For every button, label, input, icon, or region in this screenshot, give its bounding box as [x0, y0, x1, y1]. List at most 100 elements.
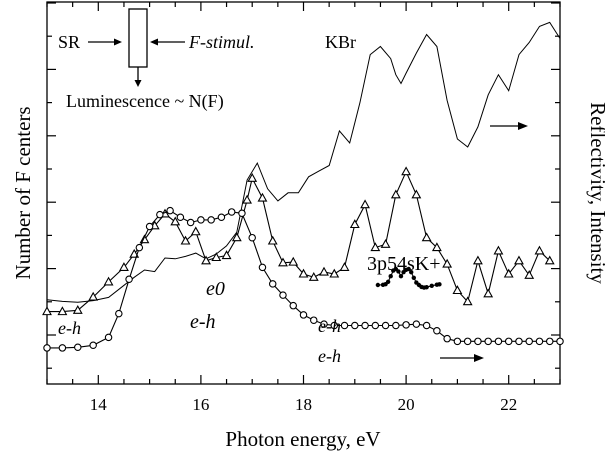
data-point-dot [409, 270, 414, 275]
e-h-label-inset-2: e-h [318, 346, 341, 366]
data-point-triangle [339, 262, 350, 271]
data-point-circle [238, 209, 246, 218]
x-tick-label: 18 [295, 395, 312, 414]
data-point-triangle [514, 255, 524, 265]
data-point-triangle [329, 268, 340, 278]
data-point-circle [504, 337, 513, 346]
data-point-circle [556, 337, 564, 346]
data-point-circle [361, 321, 369, 330]
data-point-triangle [288, 256, 299, 266]
data-point-circle [145, 222, 154, 231]
stimul-arrowhead [150, 38, 158, 46]
series-line [47, 209, 560, 349]
data-point-circle [258, 263, 267, 272]
x-tick-label: 14 [90, 395, 108, 414]
data-point-triangle [370, 242, 381, 252]
x-axis-tick-labels: 14 16 18 20 22 [90, 395, 517, 414]
data-point-triangle [462, 296, 473, 306]
data-point-circle [351, 321, 359, 330]
exciton-label: 3p54sK+ [367, 253, 441, 275]
schematic: SR F-stimul. Luminescence ~ N(F) [58, 8, 255, 112]
data-point-circle [227, 208, 236, 216]
x-tick-label: 20 [398, 395, 415, 414]
data-point-triangle [524, 269, 535, 279]
data-point-triangle [119, 262, 129, 271]
data-point-circle [494, 337, 503, 346]
data-point-circle [330, 321, 339, 330]
data-point-triangle [221, 250, 232, 260]
data-point-circle [443, 334, 451, 343]
series-layer [42, 21, 564, 352]
data-point-triangle [360, 199, 370, 209]
data-point-circle [433, 327, 441, 335]
data-point-triangle [503, 268, 514, 278]
data-point-circle [125, 275, 133, 284]
e-h-label-inset-1: e-h [318, 316, 341, 336]
data-point-circle [43, 344, 51, 352]
data-point-dot [429, 283, 434, 288]
data-point-circle [89, 341, 97, 350]
e0-label: e0 [206, 278, 225, 300]
data-point-circle [412, 320, 421, 328]
data-point-triangle [242, 194, 253, 204]
data-point-circle [484, 337, 492, 346]
data-point-circle [545, 337, 554, 346]
data-point-triangle [278, 257, 288, 267]
x-axis-ticks [46, 2, 561, 384]
data-point-triangle [534, 245, 545, 255]
data-point-circle [166, 206, 174, 215]
data-point-dot [437, 282, 442, 287]
data-point-circle [474, 337, 482, 346]
series-line [46, 21, 561, 303]
data-point-circle [320, 320, 328, 328]
data-point-triangle [380, 238, 391, 248]
y-axis-ticks [47, 2, 560, 369]
sr-label: SR [58, 32, 80, 52]
x-tick-label: 16 [192, 395, 209, 414]
series-1 [42, 166, 555, 316]
data-point-triangle [231, 232, 242, 242]
data-point-triangle [431, 242, 442, 252]
data-point-triangle [390, 189, 401, 199]
data-point-circle [248, 233, 256, 242]
data-point-circle [515, 337, 523, 346]
x-axis-label: Photon energy, eV [225, 427, 380, 451]
data-point-circle [217, 213, 226, 221]
sample-box [128, 8, 148, 68]
data-point-dot [424, 285, 429, 290]
data-point-triangle [493, 245, 504, 255]
data-point-triangle [349, 219, 360, 229]
data-point-triangle [190, 226, 201, 236]
data-point-circle [186, 218, 195, 227]
series-0 [46, 21, 561, 303]
data-point-circle [310, 316, 318, 324]
data-point-circle [463, 337, 472, 346]
data-point-triangle [401, 166, 412, 176]
data-point-circle [104, 333, 113, 342]
data-point-triangle [103, 276, 114, 286]
data-point-circle [422, 321, 431, 330]
f-stimul-label: F-stimul. [188, 32, 255, 52]
luminescence-label: Luminescence ~ N(F) [66, 91, 224, 112]
right-axis-arrow [490, 122, 528, 130]
data-point-dot [385, 279, 391, 284]
data-point-dot [411, 275, 416, 280]
data-point-triangle [88, 291, 99, 301]
inset-arrow [440, 354, 484, 362]
data-point-circle [525, 337, 533, 346]
y-axis-label-right: Reflectivity, Intensity [586, 102, 605, 284]
x-tick-label: 22 [500, 395, 517, 414]
e-h-label-center: e-h [190, 311, 216, 333]
data-point-triangle [257, 192, 268, 202]
data-point-circle [268, 280, 277, 288]
data-point-triangle [472, 255, 483, 265]
data-point-triangle [201, 255, 211, 265]
e-h-label-left: e-h [58, 318, 81, 338]
data-point-triangle [180, 235, 191, 245]
data-point-circle [115, 309, 123, 318]
data-point-circle [371, 321, 380, 330]
data-point-circle [58, 344, 67, 352]
data-point-triangle [421, 232, 432, 242]
data-point-triangle [42, 306, 52, 316]
